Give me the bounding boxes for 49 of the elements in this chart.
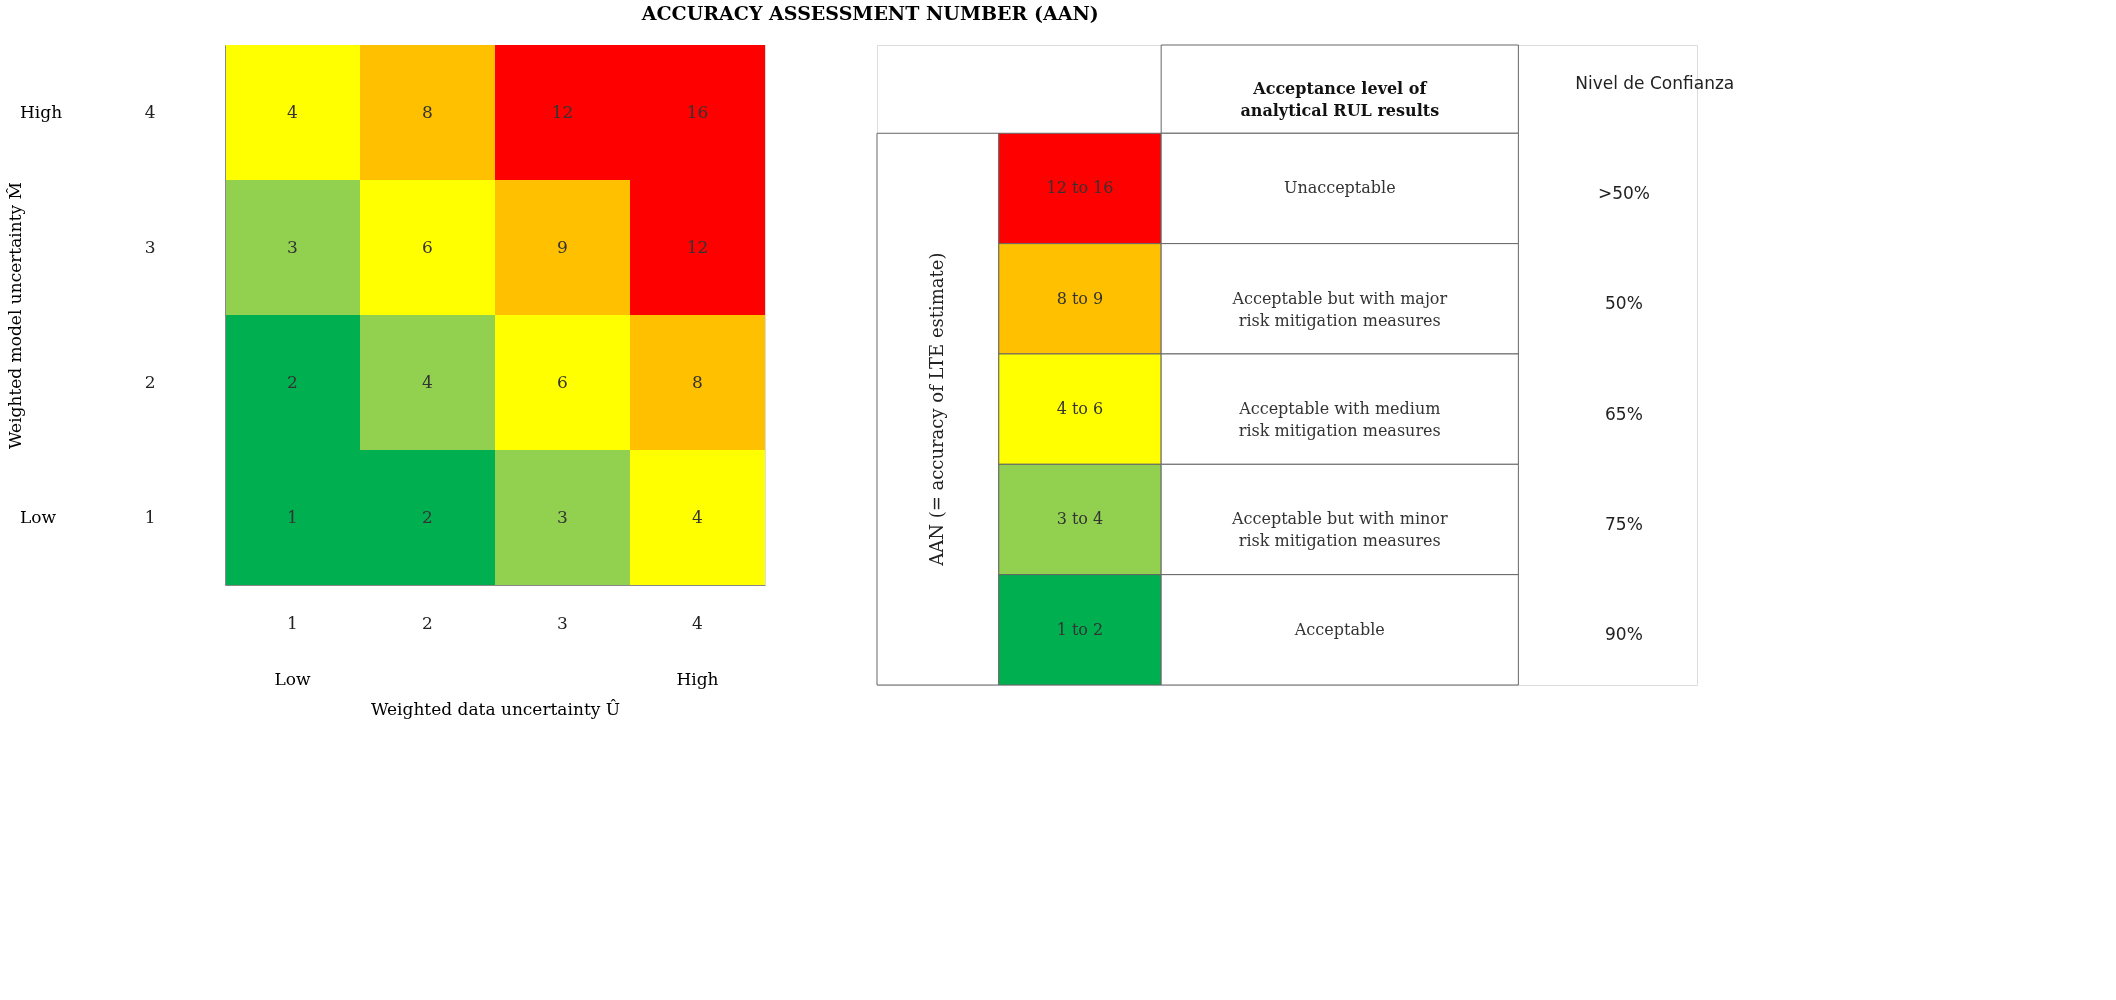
data-label: 12 [551, 101, 574, 122]
data-label: 4 [692, 506, 703, 527]
x-tick-label: 4 [692, 612, 703, 633]
data-label: 1 [287, 506, 298, 527]
category-label: Acceptable but with major risk mitigation measures [1232, 288, 1448, 330]
data-label: 3 [287, 236, 298, 257]
data-label: 16 [686, 101, 709, 122]
y-tick-label: 3 [144, 236, 156, 257]
text: 65% [1605, 403, 1643, 424]
text: 50% [1605, 293, 1643, 314]
text: AAN (= accuracy of LTE estimate) [925, 252, 947, 567]
data-label: 6 [422, 236, 433, 257]
text: Low [274, 669, 311, 689]
category-label: 12 to 16 [1046, 178, 1114, 198]
x-tick-label: 1 [287, 612, 298, 633]
y-axis-title: Weighted model uncertainty M̂ [4, 182, 25, 449]
text: High [20, 101, 63, 122]
x-axis-title: Weighted data uncertainty Û [370, 698, 621, 719]
text: Low [20, 506, 57, 527]
data-label: 3 [557, 506, 568, 527]
data-label: 6 [557, 371, 568, 392]
data-label: 2 [422, 506, 433, 527]
text: 75% [1605, 514, 1643, 534]
x-tick-label: 3 [557, 612, 568, 633]
category-label: 3 to 4 [1056, 509, 1104, 529]
text: ACCURACY ASSESSMENT NUMBER (AAN) [640, 2, 1099, 24]
data-label: 4 [287, 101, 298, 122]
data-label: 8 [692, 371, 703, 392]
y-tick-label: 1 [144, 506, 156, 527]
data-label: 4 [422, 371, 433, 392]
data-label: 9 [557, 236, 568, 257]
text: 90% [1605, 624, 1643, 645]
category-label: Acceptable [1294, 619, 1385, 639]
category-label: 8 to 9 [1056, 288, 1104, 308]
text: High [676, 669, 719, 689]
text: >50% [1597, 182, 1650, 203]
category-label: Acceptable but with minor risk mitigation measures [1231, 509, 1448, 551]
category-label: 1 to 2 [1056, 619, 1104, 639]
category-label: Unacceptable [1283, 178, 1396, 198]
text: Nivel de Confianza [1575, 72, 1735, 93]
x-tick-label: 2 [422, 612, 433, 633]
category-label: 4 to 6 [1056, 399, 1104, 419]
data-label: 8 [422, 101, 433, 122]
data-label: 12 [686, 236, 709, 257]
y-tick-label: 2 [144, 371, 156, 392]
text: Acceptance level of analytical RUL results [1240, 79, 1440, 121]
y-tick-label: 4 [144, 101, 156, 122]
category-label: Acceptable with medium risk mitigation measures [1238, 399, 1441, 441]
data-label: 2 [287, 371, 298, 392]
